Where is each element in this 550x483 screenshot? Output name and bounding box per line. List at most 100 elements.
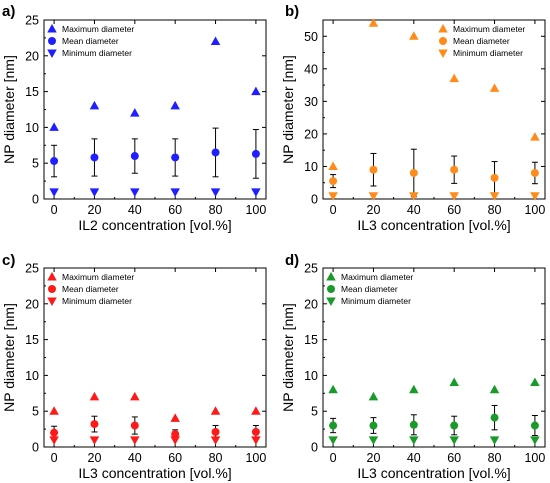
legend-marker xyxy=(438,49,448,58)
data-point xyxy=(210,36,221,45)
y-tick-label: 20 xyxy=(25,297,39,311)
series-circle xyxy=(329,148,539,198)
data-point xyxy=(489,384,500,394)
series-triangle-down xyxy=(49,188,261,197)
y-tick-label: 25 xyxy=(25,262,39,276)
data-point xyxy=(368,391,379,401)
data-point xyxy=(49,436,59,445)
legend-label: Mean diameter xyxy=(341,284,398,294)
y-tick-label: 15 xyxy=(25,85,39,99)
data-point xyxy=(170,413,180,422)
data-point xyxy=(210,436,221,445)
legend-label: Mean diameter xyxy=(62,36,119,46)
legend-label: Maximum diameter xyxy=(62,272,134,282)
data-point xyxy=(409,31,419,40)
series-circle xyxy=(329,404,539,437)
y-tick-label: 15 xyxy=(304,333,318,347)
y-axis-title: NP diameter [nm] xyxy=(280,303,296,412)
legend-label: Mean diameter xyxy=(453,36,510,46)
y-tick-label: 40 xyxy=(304,62,318,76)
data-point xyxy=(489,83,500,92)
panel-3: d) 0 20 40 60 80 100 0 5 10 15 20 25 IL3 concentratio… xyxy=(280,252,546,481)
legend-marker xyxy=(47,272,57,281)
y-tick-label: 0 xyxy=(311,441,318,455)
x-tick-label: 80 xyxy=(209,451,223,465)
y-tick-label: 20 xyxy=(25,49,39,63)
data-point xyxy=(530,436,540,445)
legend-marker xyxy=(48,37,56,45)
data-point xyxy=(409,192,419,201)
x-tick-label: 20 xyxy=(367,451,381,465)
x-tick-label: 0 xyxy=(51,451,58,465)
legend-marker xyxy=(326,272,336,281)
y-axis-title: NP diameter [nm] xyxy=(1,303,17,412)
data-point xyxy=(368,192,379,201)
data-point xyxy=(89,188,100,197)
legend-label: Minimum diameter xyxy=(453,48,523,58)
data-point xyxy=(449,192,459,201)
data-point xyxy=(368,18,379,27)
data-point xyxy=(90,153,99,162)
x-axis-title: IL2 concentration [vol.%] xyxy=(78,217,231,233)
data-point xyxy=(409,168,418,177)
legend-marker xyxy=(439,37,447,45)
data-point xyxy=(409,420,418,429)
data-point xyxy=(530,132,540,141)
series-circle xyxy=(50,127,260,179)
x-axis-title: IL3 concentration [vol.%] xyxy=(357,217,510,233)
data-point xyxy=(49,406,59,415)
x-axis-title: IL3 concentration [vol.%] xyxy=(78,465,231,481)
data-point xyxy=(49,122,59,131)
data-point xyxy=(90,420,99,429)
series-triangle-up xyxy=(49,391,261,422)
y-tick-label: 25 xyxy=(304,262,318,276)
data-point xyxy=(530,377,540,387)
data-point xyxy=(449,436,459,445)
x-tick-label: 100 xyxy=(524,203,545,217)
legend-marker xyxy=(47,297,57,306)
legend-marker xyxy=(47,24,57,33)
x-tick-label: 80 xyxy=(488,203,502,217)
y-tick-label: 10 xyxy=(304,160,318,174)
y-tick-label: 5 xyxy=(32,157,39,171)
data-point xyxy=(89,100,100,110)
panel-letter: c) xyxy=(2,252,15,269)
legend-label: Minimum diameter xyxy=(62,48,132,58)
x-tick-label: 20 xyxy=(88,203,102,217)
y-tick-label: 25 xyxy=(25,14,39,28)
legend: Maximum diameter Mean diameter Minimum dia… xyxy=(438,24,525,58)
plot-frame xyxy=(43,19,267,200)
series-triangle-up xyxy=(328,18,540,170)
legend-marker xyxy=(48,285,56,293)
x-tick-label: 40 xyxy=(128,451,142,465)
x-tick-label: 60 xyxy=(168,203,182,217)
y-axis-title: NP diameter [nm] xyxy=(280,55,296,164)
x-tick-label: 0 xyxy=(51,203,58,217)
data-point xyxy=(170,188,180,197)
data-point xyxy=(251,188,261,197)
data-point xyxy=(251,427,260,436)
x-tick-label: 80 xyxy=(209,203,223,217)
y-tick-label: 30 xyxy=(304,95,318,109)
y-tick-label: 20 xyxy=(304,127,318,141)
legend-label: Minimum diameter xyxy=(62,296,132,306)
data-point xyxy=(450,421,459,430)
y-tick-label: 5 xyxy=(311,405,318,419)
y-tick-label: 10 xyxy=(304,369,318,383)
legend: Maximum diameter Mean diameter Minimum dia… xyxy=(326,272,413,306)
data-point xyxy=(49,188,59,197)
data-point xyxy=(130,152,139,161)
y-tick-label: 10 xyxy=(25,121,39,135)
data-point xyxy=(171,430,180,439)
x-tick-label: 100 xyxy=(245,451,266,465)
y-tick-label: 10 xyxy=(25,369,39,383)
y-tick-label: 15 xyxy=(25,333,39,347)
data-point xyxy=(251,86,261,96)
y-tick-label: 5 xyxy=(32,405,39,419)
data-point xyxy=(130,421,139,430)
data-point xyxy=(251,149,260,158)
data-point xyxy=(211,427,220,436)
series-triangle-up xyxy=(328,377,540,401)
y-tick-label: 0 xyxy=(32,441,39,455)
data-point xyxy=(328,192,338,201)
